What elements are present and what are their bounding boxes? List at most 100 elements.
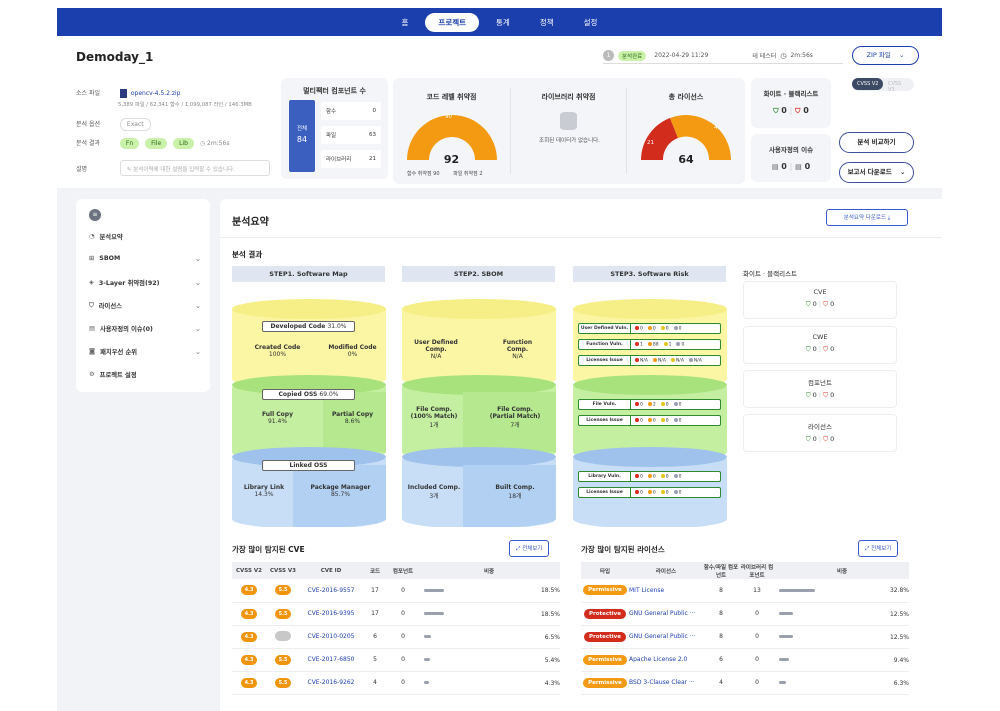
table-row[interactable]: Protective GNU General Public ··· 8 0 12.5%: [581, 625, 909, 649]
cvss-toggle[interactable]: CVSS V2 CVSS V3: [852, 78, 914, 93]
library-count: 0: [739, 602, 775, 626]
ratio-value: 6.5%: [544, 633, 560, 641]
risk-value: N/A: [688, 357, 702, 363]
col-lic-ratio: 비중: [775, 562, 909, 579]
risk-value: 0: [647, 417, 656, 423]
table-row[interactable]: Permissive MIT License 8 13 32.8%: [581, 579, 909, 603]
risk-value: 0: [673, 401, 682, 407]
summary-panel: 분석요약 분석요약 다운로드 ⤓ 분석 결과 STEP1. Software M…: [220, 199, 942, 711]
desc-row: 설명 ✎ 분석이력에 대한 설명을 입력할 수 있습니다.: [76, 160, 270, 176]
description-input[interactable]: ✎ 분석이력에 대한 설명을 입력할 수 있습니다.: [119, 160, 270, 176]
table-row[interactable]: 4.3 5.5 CVE-2016-9395 17 0 18.5%: [232, 602, 560, 626]
ratio-value: 6.3%: [893, 679, 909, 687]
cve-id-link[interactable]: CVE-2016-9395: [307, 610, 355, 617]
content-area: ≡ ◔ 분석요약 ⊞ SBOM ⌄ ◈ 3-Layer 취약점(92) ⌄ ⛉ 라이선스…: [57, 188, 942, 711]
table-row[interactable]: Permissive BSD 3-Clause Clear ··· 4 0 6.3%: [581, 671, 909, 695]
gear-icon: ⚙: [89, 371, 95, 378]
cve-id-link[interactable]: CVE-2016-9557: [307, 586, 355, 594]
source-file-link[interactable]: opencv-4.5.2.zip: [130, 90, 181, 97]
license-name-link[interactable]: MIT License: [629, 586, 665, 594]
zip-file-button[interactable]: ZIP 파일 ⌄: [852, 46, 919, 65]
gauge-value-label: 90: [445, 114, 452, 120]
license-type-badge: Protective: [584, 608, 626, 619]
table-row[interactable]: 4.3 5.5 CVE-2016-9557 17 0 18.5%: [232, 579, 560, 603]
chevron-down-icon: ⌄: [195, 347, 201, 356]
cve-id-link[interactable]: CVE-2016-9262: [307, 679, 355, 686]
table-row[interactable]: 4.3 5.5 CVE-2017-6850 5 0 5.4%: [232, 648, 560, 672]
sidebar-item-license[interactable]: ⛉ 라이선스 ⌄: [89, 301, 201, 311]
severity-dot-icon: [635, 325, 639, 330]
camera-icon: ◙: [89, 348, 96, 355]
report-download-button[interactable]: 보고서 다운로드 ⌄: [839, 162, 914, 183]
license-type-badge: Permissive: [583, 677, 627, 688]
col-cve-id: CVE ID: [300, 562, 362, 579]
col-license: 라이선스: [629, 562, 703, 579]
risk-value: 0: [647, 473, 656, 479]
license-name-link[interactable]: GNU General Public ···: [629, 610, 696, 617]
fn-file-count: 4: [703, 671, 739, 695]
sidebar-item-custom[interactable]: ▤ 사용자정의 이슈(0) ⌄: [89, 324, 201, 334]
license-name-link[interactable]: Apache License 2.0: [629, 656, 688, 663]
sidebar-item-summary[interactable]: ◔ 분석요약: [89, 233, 123, 241]
doc-icon: ▤: [771, 163, 779, 171]
clock-icon: ◷: [780, 51, 787, 60]
severity-dot-icon: [647, 325, 652, 330]
nav-policy[interactable]: 정책: [539, 17, 554, 27]
severity-dot-icon: [635, 473, 639, 478]
risk-value: 0: [635, 473, 643, 479]
cvss-v2-score: 4.3: [241, 677, 257, 688]
ratio-bar: [779, 681, 786, 684]
sidebar-item-sbom[interactable]: ⊞ SBOM ⌄: [89, 254, 201, 263]
license-name-link[interactable]: GNU General Public ···: [629, 633, 696, 640]
cvss-v3-option[interactable]: CVSS V3: [888, 81, 902, 93]
nav-project[interactable]: 프로젝트: [425, 12, 480, 32]
cve-view-all-button[interactable]: ⤢ 전체보기: [509, 540, 550, 557]
sidebar-item-settings[interactable]: ⚙ 프로젝트 설정: [89, 371, 137, 379]
table-row[interactable]: Permissive Apache License 2.0 6 0 9.4%: [581, 648, 909, 672]
status-line: 1 분석완료 2022-04-29 11:29 테 테스터 ◷ 2m:56s: [603, 48, 843, 64]
developed-code-label: Developed Code 31.0%: [262, 321, 355, 332]
severity-dot-icon: [647, 341, 652, 346]
chip-fn: Fn: [119, 138, 140, 149]
severity-dot-icon: [647, 489, 652, 494]
function-comp: Function Comp. N/A: [502, 339, 533, 360]
license-name-link[interactable]: BSD 3-Clause Clear ···: [629, 679, 695, 686]
sidebar-item-vuln[interactable]: ◈ 3-Layer 취약점(92) ⌄: [89, 278, 201, 288]
code-vuln-panel: 코드 레벨 취약점 90 92 함수 취약점 90 파일 취약점 2: [393, 78, 510, 184]
nav-home[interactable]: 홈: [401, 17, 409, 27]
severity-dot-icon: [647, 473, 652, 478]
table-row[interactable]: 4.3 CVE-2010-0205 6 0 6.5%: [232, 625, 560, 649]
compare-button[interactable]: 분석 비교하기: [839, 132, 914, 153]
cve-id-link[interactable]: CVE-2010-0205: [307, 633, 355, 640]
table-row[interactable]: Protective GNU General Public ··· 8 0 12.5%: [581, 602, 909, 626]
ratio-value: 9.4%: [893, 656, 909, 664]
cvss-v3-score: 5.5: [275, 654, 291, 665]
fn-file-count: 6: [703, 648, 739, 672]
step-1: STEP1. Software Map: [232, 266, 385, 282]
summary-download-button[interactable]: 분석요약 다운로드 ⤓: [826, 209, 908, 226]
shield-check-icon: ⛉: [773, 107, 779, 115]
wb-card: CVE ⛉ 0 | ⛉ 0: [743, 281, 897, 319]
multifactor-row: 라이브러리 21: [321, 150, 381, 168]
code-count: 5: [362, 648, 388, 672]
ratio-value: 4.3%: [544, 679, 560, 687]
sidebar-item-patch[interactable]: ◙ 패치우선 순위 ⌄: [89, 347, 201, 357]
code-count: 17: [362, 602, 388, 626]
risk-value: N/A: [635, 357, 648, 363]
analysis-datetime: 2022-04-29 11:29: [654, 52, 709, 59]
sbom-cylinder: [402, 299, 556, 527]
cvss-v2-option[interactable]: CVSS V2: [852, 78, 884, 90]
table-row[interactable]: 4.3 5.5 CVE-2016-9262 4 0 4.3%: [232, 671, 560, 695]
partial-copy: Partial Copy 8.6%: [331, 411, 374, 425]
severity-dot-icon: [673, 473, 678, 478]
cvss-v2-score: 4.3: [241, 631, 257, 642]
nav-settings[interactable]: 설정: [583, 17, 598, 27]
cve-id-link[interactable]: CVE-2017-6850: [307, 656, 355, 663]
ratio-bar: [424, 658, 430, 661]
license-view-all-button[interactable]: ⤢ 전체보기: [858, 540, 899, 557]
shield-check-icon: ⛉: [805, 345, 811, 353]
vuln-summary-card: 코드 레벨 취약점 90 92 함수 취약점 90 파일 취약점 2 라이브러리…: [393, 78, 745, 184]
nav-stats[interactable]: 통계: [496, 17, 510, 27]
severity-dot-icon: [660, 489, 665, 494]
menu-icon[interactable]: ≡: [89, 209, 101, 221]
